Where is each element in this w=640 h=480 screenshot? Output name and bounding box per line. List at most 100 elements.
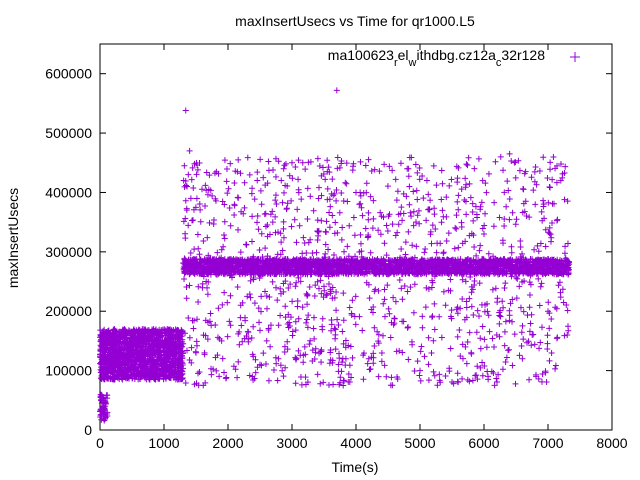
data-point	[300, 258, 307, 265]
data-point	[185, 315, 192, 322]
data-point	[188, 344, 195, 351]
data-point	[375, 373, 382, 380]
data-point	[383, 252, 390, 259]
data-point	[477, 335, 484, 342]
data-point	[534, 270, 541, 277]
data-point	[131, 350, 138, 357]
data-point	[256, 319, 263, 326]
data-point	[254, 364, 261, 371]
data-point	[408, 256, 415, 263]
data-point	[145, 329, 152, 336]
data-point	[411, 281, 418, 288]
data-point	[187, 250, 194, 257]
data-point	[527, 272, 534, 279]
data-point	[258, 362, 265, 369]
data-point	[267, 322, 274, 329]
data-point	[134, 347, 141, 354]
data-point	[221, 201, 228, 208]
data-point	[454, 333, 461, 340]
data-point	[100, 366, 107, 373]
data-point	[312, 282, 319, 289]
data-point	[257, 187, 264, 194]
data-point	[281, 349, 288, 356]
data-point	[525, 260, 532, 267]
data-point	[362, 225, 369, 232]
data-point	[141, 362, 148, 369]
data-point	[259, 253, 266, 260]
data-point	[431, 326, 438, 333]
data-point	[536, 302, 543, 309]
data-point	[495, 271, 502, 278]
x-tick-label: 1000	[148, 435, 179, 451]
data-point	[168, 361, 175, 368]
data-point	[538, 324, 545, 331]
data-point	[352, 321, 359, 328]
data-point	[347, 343, 354, 350]
data-point	[564, 262, 571, 269]
data-point	[142, 341, 149, 348]
data-point	[255, 305, 262, 312]
data-point	[332, 346, 339, 353]
data-point	[166, 333, 173, 340]
data-point	[203, 266, 210, 273]
data-point	[548, 238, 555, 245]
data-point	[254, 219, 261, 226]
y-axis-label: maxInsertUsecs	[5, 188, 21, 288]
data-point	[257, 327, 264, 334]
data-point	[491, 343, 498, 350]
data-point	[485, 250, 492, 257]
data-point	[396, 347, 403, 354]
data-point	[345, 378, 352, 385]
data-point	[242, 269, 249, 276]
data-point	[237, 170, 244, 177]
data-point	[277, 285, 284, 292]
data-point	[483, 344, 490, 351]
data-point	[462, 175, 469, 182]
data-point	[146, 347, 153, 354]
data-point	[394, 375, 401, 382]
data-point	[97, 391, 104, 398]
data-point	[124, 372, 131, 379]
data-point	[316, 285, 323, 292]
data-point	[309, 347, 316, 354]
data-point	[142, 334, 149, 341]
data-point	[150, 346, 157, 353]
data-point	[347, 259, 354, 266]
data-point	[457, 305, 464, 312]
data-point	[153, 361, 160, 368]
data-point	[502, 280, 509, 287]
data-point	[370, 360, 377, 367]
data-point	[127, 360, 134, 367]
data-point	[402, 251, 409, 258]
data-point	[246, 372, 253, 379]
data-point	[447, 345, 454, 352]
data-point	[514, 275, 521, 282]
data-point	[265, 158, 272, 165]
data-point	[387, 382, 394, 389]
data-point	[315, 184, 322, 191]
data-point	[371, 166, 378, 173]
data-point	[323, 270, 330, 277]
data-point	[559, 286, 566, 293]
data-point	[183, 283, 190, 290]
data-point	[359, 327, 366, 334]
data-point	[275, 322, 282, 329]
data-point	[145, 334, 152, 341]
data-point	[102, 414, 109, 421]
data-point	[501, 285, 508, 292]
data-point	[121, 373, 128, 380]
data-point	[488, 264, 495, 271]
data-point	[512, 174, 519, 181]
data-point	[192, 261, 199, 268]
data-point	[108, 342, 115, 349]
data-point	[251, 196, 258, 203]
data-point	[234, 374, 241, 381]
data-point	[204, 291, 211, 298]
data-point	[221, 235, 228, 242]
data-point	[293, 279, 300, 286]
data-point	[402, 239, 409, 246]
data-point	[341, 377, 348, 384]
data-point	[316, 267, 323, 274]
data-point	[292, 283, 299, 290]
data-point	[224, 190, 231, 197]
